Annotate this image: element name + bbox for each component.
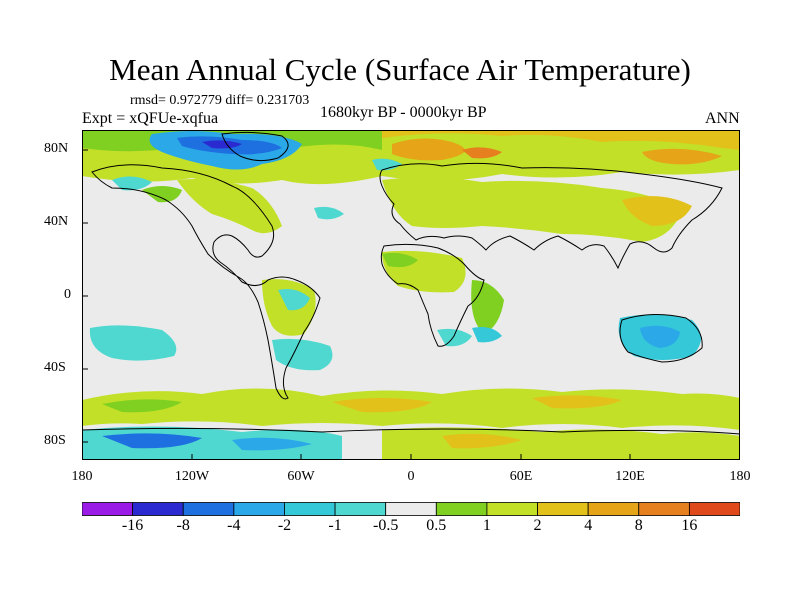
x-label-180w: 180 [71,469,93,484]
colorbar-label: 2 [533,517,542,534]
greenland-outline [221,131,289,162]
axis-ticks [82,149,631,460]
x-label-60e: 60E [509,469,533,484]
experiment-label: Expt = xQFUe-xqfua [82,110,219,127]
colorbar-label: -0.5 [373,517,399,534]
colorbar-label: 4 [584,517,593,534]
y-label-80n: 80N [44,141,69,156]
colorbar-box [486,502,538,516]
colorbar-box [132,502,184,516]
anomaly-fields [82,130,740,460]
colorbar-box [587,502,640,516]
colorbar-label: -16 [121,517,144,534]
colorbar-box [638,502,690,516]
y-label-80s: 80S [44,433,66,448]
colorbar-label: -8 [176,517,190,534]
eurasia-outline [379,162,723,270]
x-label-60w: 60W [287,469,315,484]
y-label-40s: 40S [44,360,66,375]
colorbar-box [334,502,387,516]
x-label-0: 0 [407,469,415,484]
x-label-120e: 120E [615,469,645,484]
africa-outline [380,243,485,347]
colorbar-box [182,502,235,516]
colorbar-box [233,502,285,516]
colorbar-label: 1 [482,517,491,534]
rmsd-diff-stats: rmsd= 0.972779 diff= 0.231703 [130,93,310,108]
colorbar-box [688,502,740,516]
x-label-120w: 120W [174,469,210,484]
colorbar-box [82,502,134,516]
colorbar-label: -1 [328,517,342,534]
season-label: ANN [705,110,740,127]
y-label-40n: 40N [44,214,69,229]
colorbar-box [385,502,437,516]
antarctica-outline [82,427,740,435]
colorbar-box [284,502,336,516]
australia-outline [619,313,703,363]
colorbar-label: 8 [634,517,643,534]
period-label: 1680kyr BP - 0000kyr BP [320,104,487,121]
americas-outline [91,164,321,400]
colorbar-label: -2 [277,517,292,534]
colorbar [82,502,740,516]
colorbar-box [435,502,488,516]
anomaly-map [82,130,740,460]
colorbar-label: 16 [681,517,698,534]
chart-title: Mean Annual Cycle (Surface Air Temperatu… [109,52,691,87]
colorbar-label: 0.5 [426,517,447,534]
colorbar-label: -4 [227,517,241,534]
coastlines [82,131,740,435]
y-label-0: 0 [64,287,71,302]
x-label-180e: 180 [729,469,751,484]
colorbar-box [537,502,589,516]
